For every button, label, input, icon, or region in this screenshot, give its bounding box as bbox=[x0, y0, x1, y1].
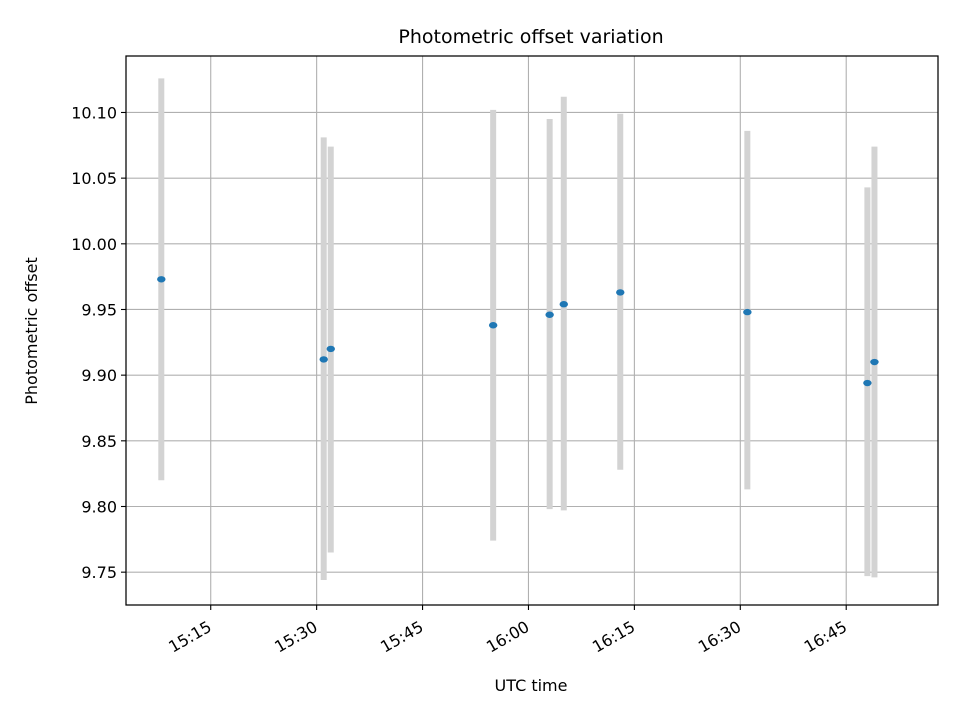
y-tick-label: 10.05 bbox=[71, 169, 117, 188]
data-point bbox=[319, 356, 328, 363]
data-point bbox=[870, 358, 879, 366]
y-tick-label: 10.10 bbox=[71, 103, 117, 122]
y-tick-label: 9.80 bbox=[81, 497, 117, 516]
y-tick-label: 9.75 bbox=[81, 563, 117, 582]
data-point bbox=[545, 311, 554, 318]
data-point bbox=[157, 276, 166, 283]
y-tick-label: 10.00 bbox=[71, 235, 117, 254]
data-point bbox=[488, 322, 498, 329]
grid bbox=[126, 56, 938, 605]
chart-title: Photometric offset variation bbox=[398, 26, 663, 48]
data-points bbox=[157, 276, 879, 387]
y-tick-label: 9.95 bbox=[81, 300, 117, 319]
x-axis-label: UTC time bbox=[495, 676, 568, 695]
data-point bbox=[326, 345, 335, 353]
data-point bbox=[616, 289, 625, 296]
y-tick-label: 9.85 bbox=[81, 432, 117, 451]
plot-frame bbox=[125, 55, 939, 606]
y-axis-label: Photometric offset bbox=[22, 257, 41, 405]
data-point bbox=[743, 308, 752, 316]
y-tick-label: 9.90 bbox=[81, 366, 117, 385]
data-point bbox=[559, 301, 568, 308]
data-point bbox=[863, 379, 872, 387]
